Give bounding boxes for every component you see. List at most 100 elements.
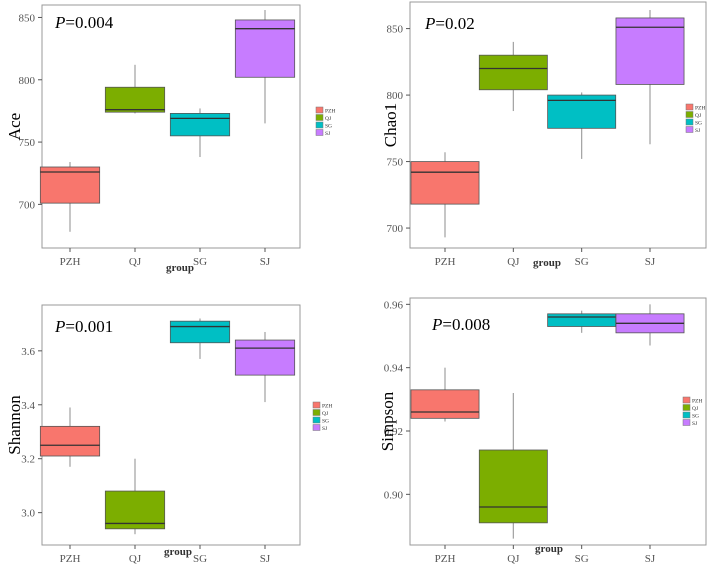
x-tick-label: SG	[193, 553, 207, 565]
p-value-annotation: P=0.02	[424, 14, 475, 33]
box-qj	[478, 41, 548, 112]
legend-swatch-qj	[312, 409, 321, 416]
legend-label-sj: SJ	[695, 128, 701, 134]
legend-label-sg: SG	[695, 121, 702, 127]
legend-swatch-qj	[685, 111, 694, 118]
x-tick-label: PZH	[435, 553, 456, 565]
legend-label-sg: SG	[692, 414, 699, 420]
box-qj	[104, 64, 166, 114]
y-axis-label: Ace	[5, 113, 24, 140]
legend-swatch-sg	[312, 416, 321, 424]
panel-frame	[409, 297, 707, 546]
y-tick-label: 750	[387, 157, 404, 169]
legend-swatch-pzh	[685, 103, 694, 111]
y-tick-label: 850	[387, 24, 404, 36]
y-tick-label: 0.90	[384, 489, 404, 501]
legend-swatch-pzh	[312, 401, 321, 409]
legend-label-qj: QJ	[322, 411, 329, 417]
box-iqr	[104, 86, 166, 113]
legend-swatch-qj	[682, 404, 691, 411]
legend-swatch-sj	[685, 126, 694, 133]
legend-label-qj: QJ	[325, 116, 332, 122]
legend-label-pzh: PZH	[325, 109, 335, 115]
y-tick-label: 850	[19, 12, 36, 24]
x-tick-label: QJ	[507, 553, 520, 565]
x-tick-label: QJ	[507, 256, 520, 268]
y-tick-label: 0.96	[384, 299, 404, 311]
legend-label-sj: SJ	[692, 421, 698, 427]
p-value-annotation: P=0.001	[54, 317, 113, 336]
legend-label-qj: QJ	[695, 113, 702, 119]
box-sj	[615, 9, 685, 145]
legend-swatch-sg	[682, 411, 691, 419]
legend-label-qj: QJ	[692, 406, 699, 412]
y-tick-label: 800	[19, 75, 36, 87]
x-tick-label: QJ	[129, 553, 142, 565]
y-axis-label: Simpson	[378, 391, 397, 451]
y-tick-label: 750	[19, 137, 36, 149]
x-tick-label: PZH	[60, 553, 81, 565]
legend-label-sj: SJ	[322, 426, 328, 432]
p-value-annotation: P=0.004	[54, 13, 114, 32]
box-pzh	[410, 367, 480, 422]
y-tick-label: 700	[19, 199, 36, 211]
box-iqr	[234, 339, 296, 376]
box-iqr	[39, 166, 101, 204]
legend-label-sj: SJ	[325, 131, 331, 137]
x-tick-label: SG	[575, 256, 589, 268]
box-iqr	[410, 161, 480, 205]
x-tick-label: QJ	[129, 256, 142, 268]
x-tick-label: SG	[193, 256, 207, 268]
legend-swatch-sg	[685, 118, 694, 126]
p-value-annotation: P=0.008	[431, 315, 490, 334]
y-axis-label: Shannon	[5, 395, 24, 455]
box-sj	[234, 331, 296, 403]
legend-swatch-sj	[312, 424, 321, 431]
y-tick-label: 700	[387, 223, 404, 235]
legend-swatch-pzh	[315, 106, 324, 114]
box-iqr	[104, 490, 166, 530]
legend-swatch-pzh	[682, 396, 691, 404]
legend-label-sg: SG	[325, 124, 332, 130]
y-tick-label: 3.6	[21, 346, 35, 358]
y-tick-label: 3.0	[21, 508, 35, 520]
x-axis-label: group	[533, 257, 561, 269]
x-tick-label: SJ	[260, 256, 271, 268]
box-sg	[547, 310, 617, 333]
legend-label-pzh: PZH	[322, 404, 332, 410]
legend-swatch-sj	[682, 419, 691, 426]
y-tick-label: 0.92	[384, 426, 403, 438]
x-tick-label: SJ	[260, 553, 271, 565]
box-pzh	[410, 152, 480, 238]
box-iqr	[547, 313, 617, 327]
box-pzh	[39, 162, 101, 232]
box-sg	[547, 92, 617, 159]
box-iqr	[410, 389, 480, 419]
box-qj	[478, 393, 548, 539]
x-tick-label: SJ	[645, 256, 656, 268]
y-tick-label: 3.2	[21, 454, 35, 466]
x-tick-label: PZH	[435, 256, 456, 268]
legend-swatch-qj	[315, 114, 324, 121]
box-sg	[169, 318, 231, 359]
box-pzh	[39, 407, 101, 467]
x-axis-label: group	[166, 262, 194, 274]
x-tick-label: SJ	[645, 553, 656, 565]
box-iqr	[39, 425, 101, 457]
x-tick-label: SG	[575, 553, 589, 565]
box-iqr	[169, 113, 231, 137]
legend-swatch-sg	[315, 121, 324, 129]
legend-label-pzh: PZH	[692, 399, 702, 405]
box-sj	[615, 304, 685, 346]
y-tick-label: 800	[387, 90, 404, 102]
x-axis-label: group	[164, 546, 192, 558]
legend-swatch-sj	[315, 129, 324, 136]
